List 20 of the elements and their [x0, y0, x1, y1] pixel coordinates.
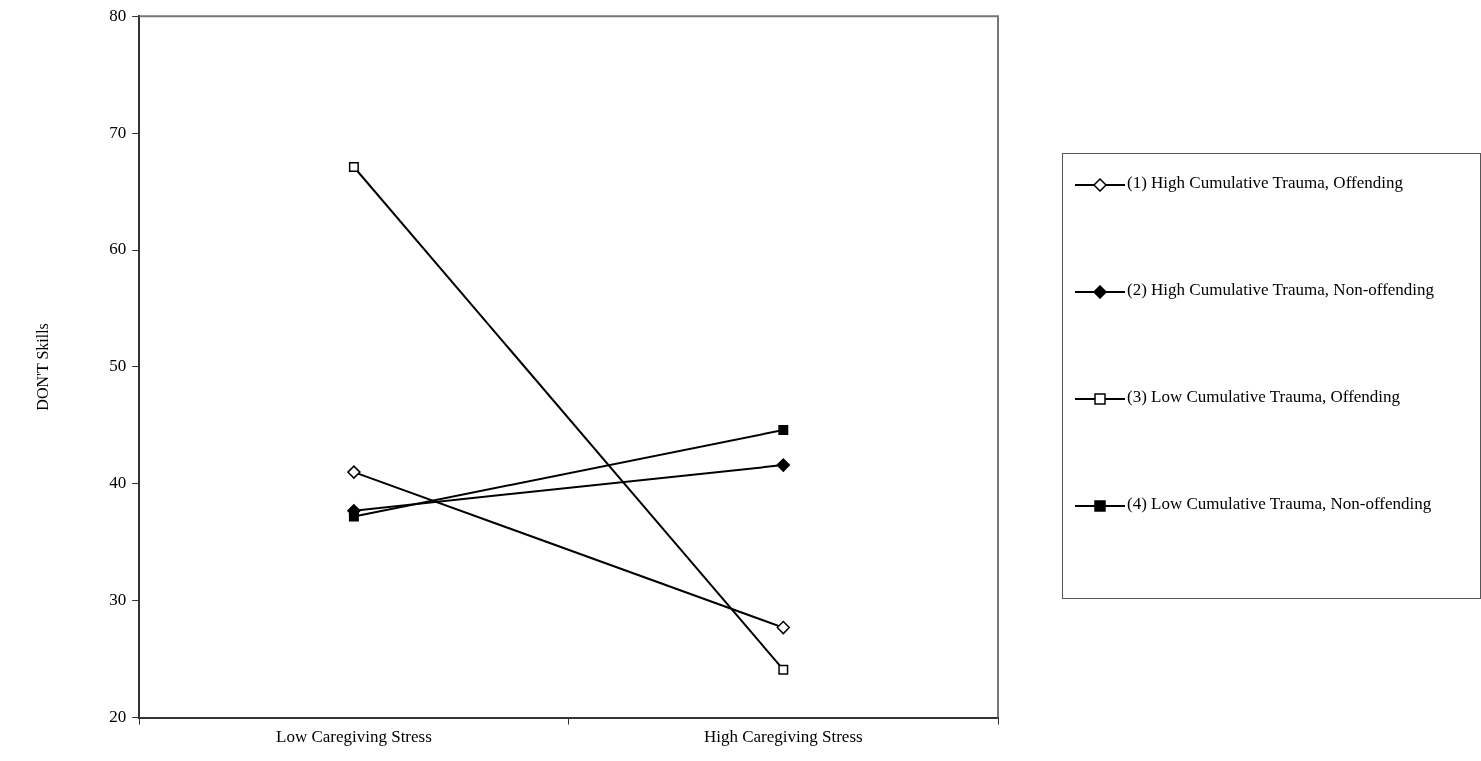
- point: [776, 620, 791, 635]
- x-tick-label: Low Caregiving Stress: [275, 727, 432, 747]
- y-tick-label: 30: [109, 590, 127, 610]
- point: [778, 664, 789, 675]
- y-axis-title: DON'T Skills: [33, 323, 51, 411]
- legend-label: (3) Low Cumulative Trauma, Offending: [1127, 387, 1402, 406]
- y-tick-label: 20: [109, 707, 127, 727]
- y-tick-label: 50: [109, 356, 127, 376]
- legend-label: (4) Low Cumulative Trauma, Non-offending: [1127, 494, 1433, 513]
- legend-label: (2) High Cumulative Trauma, Non-offending: [1127, 280, 1436, 299]
- y-tick-label: 40: [109, 473, 127, 493]
- legend-label: (1) High Cumulative Trauma, Offending: [1127, 173, 1404, 192]
- point: [776, 458, 791, 472]
- y-tick-label: 60: [109, 239, 127, 259]
- point: [347, 465, 361, 479]
- y-tick-label: 80: [109, 5, 127, 25]
- point: [348, 162, 359, 172]
- point: [778, 425, 789, 436]
- x-tick-label: High Caregiving Stress: [703, 727, 863, 747]
- y-tick-label: 70: [109, 122, 127, 142]
